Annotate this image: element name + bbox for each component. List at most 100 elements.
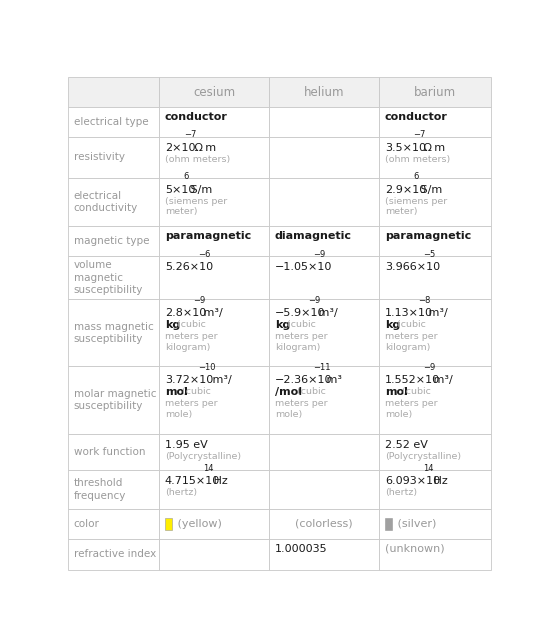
Text: kg: kg xyxy=(165,320,180,330)
Bar xyxy=(68,366,159,434)
Text: 5.26×10: 5.26×10 xyxy=(165,262,213,272)
Bar xyxy=(269,300,379,366)
Text: −8: −8 xyxy=(418,296,430,305)
Bar xyxy=(159,178,269,225)
Text: (silver): (silver) xyxy=(394,519,436,529)
Bar xyxy=(68,77,159,108)
Text: conductor: conductor xyxy=(385,112,448,122)
Text: 6: 6 xyxy=(413,172,419,181)
Bar xyxy=(379,225,491,256)
Bar xyxy=(269,178,379,225)
Text: −10: −10 xyxy=(198,363,215,372)
Bar xyxy=(165,518,171,530)
Bar xyxy=(269,108,379,136)
Text: paramagnetic: paramagnetic xyxy=(385,230,471,241)
Text: cesium: cesium xyxy=(193,86,235,99)
Bar xyxy=(68,300,159,366)
Text: −9: −9 xyxy=(423,363,435,372)
Text: resistivity: resistivity xyxy=(74,152,124,162)
Text: work function: work function xyxy=(74,447,145,458)
Bar xyxy=(159,470,269,509)
Text: helium: helium xyxy=(304,86,345,99)
Bar xyxy=(68,539,159,570)
Bar xyxy=(68,256,159,300)
Text: meters per: meters per xyxy=(275,399,328,408)
Text: threshold
frequency: threshold frequency xyxy=(74,478,126,500)
Text: electrical type: electrical type xyxy=(74,117,149,127)
Bar xyxy=(159,300,269,366)
Text: 2.9×10: 2.9×10 xyxy=(385,184,426,195)
Text: (Polycrystalline): (Polycrystalline) xyxy=(385,452,461,461)
Bar xyxy=(269,366,379,434)
Bar xyxy=(159,366,269,434)
Bar xyxy=(269,77,379,108)
Text: (unknown): (unknown) xyxy=(385,544,444,554)
Text: m³/: m³/ xyxy=(209,375,232,385)
Text: S/m: S/m xyxy=(187,184,212,195)
Text: barium: barium xyxy=(414,86,456,99)
Bar xyxy=(269,256,379,300)
Bar xyxy=(159,136,269,178)
Text: −9: −9 xyxy=(193,296,205,305)
Bar xyxy=(159,509,269,539)
Bar xyxy=(379,178,491,225)
Text: molar magnetic
susceptibility: molar magnetic susceptibility xyxy=(74,389,156,412)
Text: paramagnetic: paramagnetic xyxy=(165,230,251,241)
Text: −2.36×10: −2.36×10 xyxy=(275,375,333,385)
Text: 1.552×10: 1.552×10 xyxy=(385,375,440,385)
Text: (cubic: (cubic xyxy=(399,387,431,396)
Text: (yellow): (yellow) xyxy=(174,519,222,529)
Text: −11: −11 xyxy=(313,363,330,372)
Text: meters per: meters per xyxy=(385,399,437,408)
Text: (cubic: (cubic xyxy=(179,387,211,396)
Text: (ohm meters): (ohm meters) xyxy=(165,155,230,164)
Text: m³/: m³/ xyxy=(425,308,448,318)
Text: 5×10: 5×10 xyxy=(165,184,195,195)
Bar xyxy=(385,518,391,530)
Text: (siemens per: (siemens per xyxy=(165,196,227,205)
Text: (hertz): (hertz) xyxy=(165,488,197,497)
Text: (siemens per: (siemens per xyxy=(385,196,447,205)
Text: −1.05×10: −1.05×10 xyxy=(275,262,332,272)
Text: meter): meter) xyxy=(385,207,417,216)
Text: meter): meter) xyxy=(165,207,197,216)
Text: 1.95 eV: 1.95 eV xyxy=(165,440,207,450)
Text: magnetic type: magnetic type xyxy=(74,236,149,246)
Text: kg: kg xyxy=(275,320,290,330)
Text: mol: mol xyxy=(385,387,408,397)
Text: 6.093×10: 6.093×10 xyxy=(385,476,440,486)
Bar xyxy=(159,256,269,300)
Text: Hz: Hz xyxy=(430,476,448,486)
Text: −5: −5 xyxy=(423,250,435,259)
Text: (cubic: (cubic xyxy=(394,320,426,330)
Bar xyxy=(68,178,159,225)
Text: kg: kg xyxy=(385,320,400,330)
Bar xyxy=(379,434,491,470)
Bar xyxy=(379,136,491,178)
Bar xyxy=(269,225,379,256)
Text: 1.000035: 1.000035 xyxy=(275,544,328,554)
Bar xyxy=(379,108,491,136)
Bar xyxy=(68,470,159,509)
Text: mol: mol xyxy=(165,387,188,397)
Text: −9: −9 xyxy=(308,296,320,305)
Bar xyxy=(68,509,159,539)
Bar xyxy=(269,136,379,178)
Bar xyxy=(379,509,491,539)
Text: meters per: meters per xyxy=(165,399,217,408)
Text: 2.8×10: 2.8×10 xyxy=(165,308,206,318)
Text: Ω m: Ω m xyxy=(191,143,216,152)
Text: −5.9×10: −5.9×10 xyxy=(275,308,325,318)
Bar xyxy=(159,539,269,570)
Text: /mol: /mol xyxy=(275,387,302,397)
Text: m³/: m³/ xyxy=(430,375,453,385)
Text: 6: 6 xyxy=(183,172,189,181)
Bar xyxy=(379,300,491,366)
Text: (cubic: (cubic xyxy=(294,387,325,396)
Text: diamagnetic: diamagnetic xyxy=(275,230,352,241)
Text: 3.72×10: 3.72×10 xyxy=(165,375,213,385)
Bar xyxy=(379,256,491,300)
Text: volume
magnetic
susceptibility: volume magnetic susceptibility xyxy=(74,260,143,295)
Text: m³/: m³/ xyxy=(315,308,338,318)
Bar xyxy=(159,77,269,108)
